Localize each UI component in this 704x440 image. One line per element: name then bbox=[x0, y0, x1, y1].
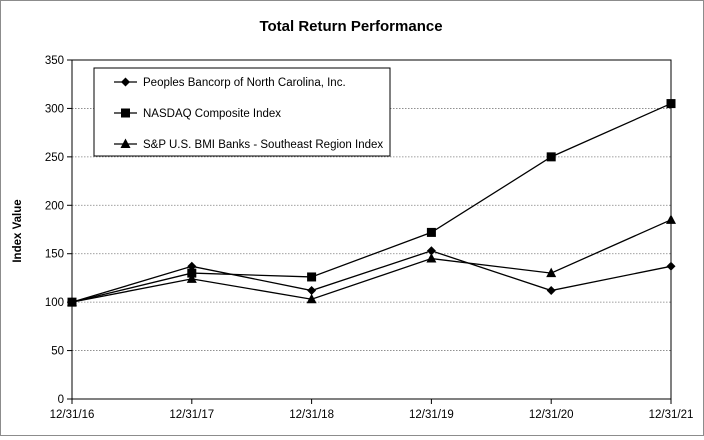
series-3 bbox=[67, 214, 676, 307]
y-tick-label: 0 bbox=[58, 394, 64, 406]
chart-title: Total Return Performance bbox=[259, 18, 442, 35]
data-point-square bbox=[546, 152, 556, 162]
plot-area-border bbox=[71, 59, 672, 400]
series-line bbox=[71, 219, 672, 303]
legend-item-1: Peoples Bancorp of North Carolina, Inc. bbox=[114, 77, 346, 89]
legend-label: NASDAQ Composite Index bbox=[143, 108, 281, 120]
data-point-diamond bbox=[666, 261, 676, 271]
x-tick-label: 12/31/17 bbox=[169, 409, 214, 421]
y-tick-label: 300 bbox=[45, 103, 64, 115]
data-point-triangle bbox=[67, 296, 77, 307]
series-layer bbox=[67, 99, 676, 307]
data-point-square bbox=[307, 272, 317, 282]
y-tick-label: 150 bbox=[45, 249, 64, 261]
y-tick-label: 250 bbox=[45, 152, 64, 164]
series-line bbox=[71, 102, 672, 303]
x-tick-label: 12/31/19 bbox=[409, 409, 454, 421]
data-point-square bbox=[187, 268, 197, 278]
data-point-diamond bbox=[426, 246, 436, 256]
legend-label: S&P U.S. BMI Banks - Southeast Region In… bbox=[143, 139, 383, 151]
x-tick-label: 12/31/20 bbox=[529, 409, 574, 421]
series-line bbox=[71, 250, 672, 303]
legend-item-3: S&P U.S. BMI Banks - Southeast Region In… bbox=[114, 138, 383, 151]
x-tick-label: 12/31/16 bbox=[50, 409, 95, 421]
y-tick-label: 50 bbox=[51, 346, 64, 358]
series-1 bbox=[67, 246, 676, 307]
data-point-diamond bbox=[546, 286, 556, 296]
data-point-square bbox=[426, 227, 436, 237]
legend: Peoples Bancorp of North Carolina, Inc. N… bbox=[93, 67, 391, 157]
data-point-triangle bbox=[306, 293, 317, 304]
data-point-triangle bbox=[546, 267, 557, 278]
data-point-triangle bbox=[666, 214, 676, 224]
y-tick-label: 100 bbox=[45, 297, 64, 309]
y-tick-label: 200 bbox=[45, 200, 64, 212]
data-point-triangle bbox=[426, 253, 437, 263]
data-point-diamond bbox=[187, 261, 197, 271]
legend-swatch-triangle bbox=[120, 138, 131, 148]
y-tick-label: 350 bbox=[45, 55, 64, 67]
legend-box bbox=[93, 67, 391, 157]
data-point-square bbox=[666, 99, 676, 109]
axes: 0 50 100 150 200 250 300 350 12/31/16 12/31/17 12/… bbox=[45, 55, 694, 421]
x-tick-label: 12/31/18 bbox=[289, 409, 334, 421]
legend-swatch-diamond bbox=[121, 77, 130, 87]
legend-label: Peoples Bancorp of North Carolina, Inc. bbox=[143, 77, 346, 89]
data-point-triangle bbox=[186, 273, 197, 283]
data-point-diamond bbox=[307, 286, 317, 296]
legend-swatch-square bbox=[121, 108, 130, 118]
legend-item-2: NASDAQ Composite Index bbox=[114, 108, 281, 120]
y-axis-label: Index Value bbox=[12, 199, 24, 262]
x-tick-label: 12/31/21 bbox=[649, 409, 694, 421]
